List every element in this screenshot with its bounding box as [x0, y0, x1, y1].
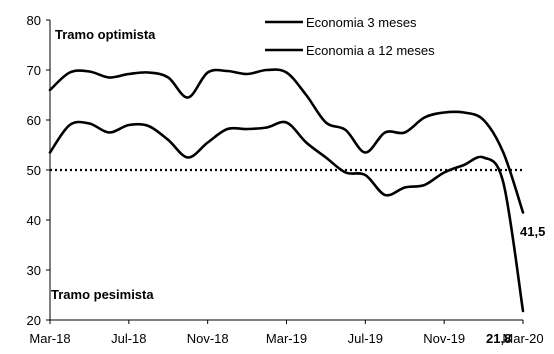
y-tick-label: 80: [27, 13, 41, 28]
series-layer: [48, 68, 525, 313]
zone-label-pessimist: Tramo pesimista: [51, 287, 154, 302]
y-tick-label: 40: [27, 213, 41, 228]
y-axis-ticks: 20 30 40 50 60 70 80: [27, 13, 50, 328]
legend-label-12m: Economia a 12 meses: [306, 43, 435, 58]
legend-label-3m: Economia 3 meses: [306, 15, 417, 30]
x-tick-label: Mar-18: [29, 331, 70, 346]
x-tick-label: Mar-19: [266, 331, 307, 346]
end-label-3m: 21,8: [486, 331, 511, 346]
y-tick-label: 70: [27, 63, 41, 78]
y-tick-label: 20: [27, 313, 41, 328]
x-tick-label: Nov-19: [423, 331, 465, 346]
x-tick-label: Jul-18: [111, 331, 146, 346]
y-tick-label: 30: [27, 263, 41, 278]
end-label-12m: 41,5: [520, 224, 545, 239]
y-tick-label: 60: [27, 113, 41, 128]
x-tick-label: Nov-18: [187, 331, 229, 346]
legend: Economia 3 meses Economia a 12 meses: [265, 15, 435, 58]
series-line-economia-12-meses: [48, 68, 525, 214]
x-tick-label: Jul-19: [348, 331, 383, 346]
series-line-economia-3-meses: [48, 120, 525, 313]
x-axis-ticks: Mar-18 Jul-18 Nov-18 Mar-19 Jul-19 Nov-19 Mar-…: [29, 320, 544, 346]
zone-label-optimist: Tramo optimista: [55, 27, 156, 42]
y-tick-label: 50: [27, 163, 41, 178]
x-tick-label: Mar-20: [502, 331, 543, 346]
